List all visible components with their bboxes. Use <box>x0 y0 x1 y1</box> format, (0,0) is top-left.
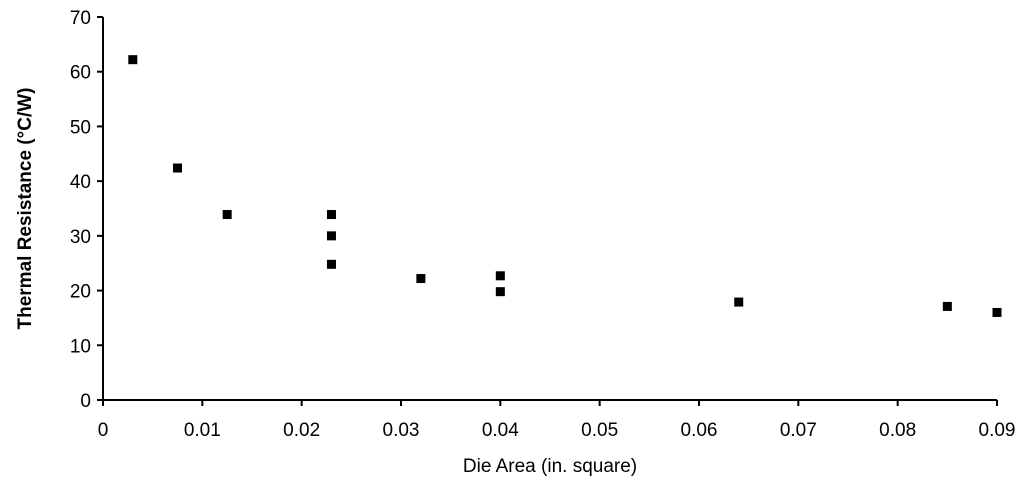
x-tick-label: 0.08 <box>879 420 916 441</box>
data-point <box>495 287 505 297</box>
data-point <box>992 307 1002 317</box>
data-point <box>326 210 336 220</box>
y-tick-label: 20 <box>70 282 91 303</box>
data-point <box>942 301 952 311</box>
data-point <box>495 271 505 281</box>
data-point <box>326 231 336 241</box>
y-tick-label: 70 <box>70 8 91 29</box>
y-tick-label: 40 <box>70 172 91 193</box>
data-point <box>326 259 336 269</box>
x-tick-label: 0.09 <box>979 420 1016 441</box>
y-tick-label: 60 <box>70 63 91 84</box>
y-axis: 0 10 20 30 40 50 60 70 <box>70 8 104 412</box>
data-point <box>128 55 138 65</box>
x-tick-label: 0.04 <box>482 420 519 441</box>
y-tick-label: 10 <box>70 336 91 357</box>
x-tick-label: 0.06 <box>681 420 718 441</box>
data-point <box>222 210 232 220</box>
x-tick-label: 0.03 <box>383 420 420 441</box>
y-axis-title: Thermal Resistance (°C/W) <box>15 88 36 330</box>
x-tick-label: 0 <box>98 420 109 441</box>
y-tick-label: 30 <box>70 227 91 248</box>
y-tick-label: 50 <box>70 117 91 138</box>
x-tick-label: 0.07 <box>780 420 817 441</box>
data-point <box>416 274 426 284</box>
x-axis-title: Die Area (in. square) <box>463 456 637 477</box>
x-axis: 0 0.01 0.02 0.03 0.04 0.05 0.06 0.07 0.08 0.09 <box>98 399 1016 441</box>
x-tick-label: 0.05 <box>581 420 618 441</box>
x-tick-label: 0.02 <box>283 420 320 441</box>
data-point <box>734 297 744 307</box>
data-point <box>173 163 182 173</box>
data-points <box>128 55 1002 317</box>
x-tick-label: 0.01 <box>184 420 221 441</box>
y-tick-label: 0 <box>80 391 91 412</box>
